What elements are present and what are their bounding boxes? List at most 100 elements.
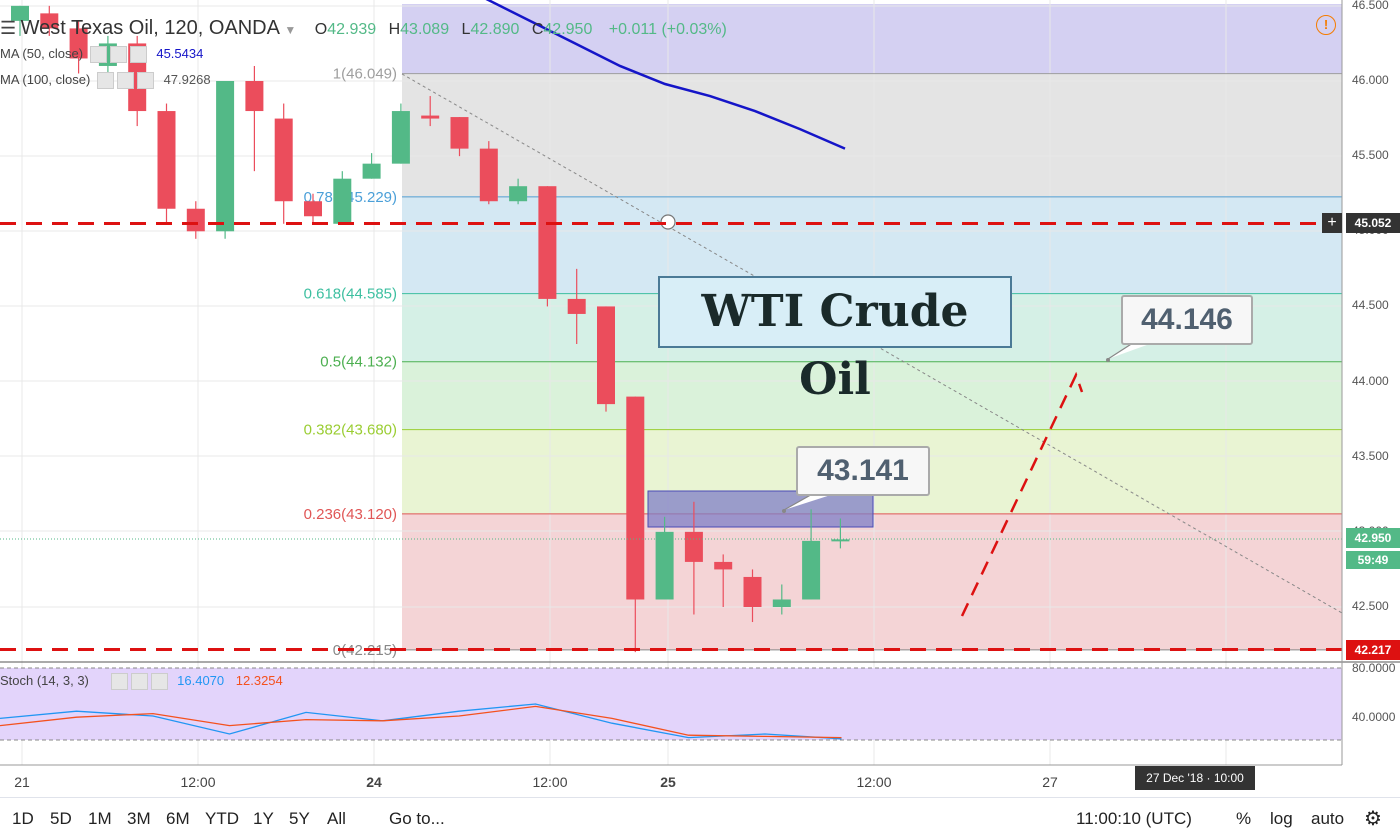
- fib-zone-0236-0: [402, 514, 1342, 650]
- projection-arrow[interactable]: [960, 371, 1084, 617]
- range-1d[interactable]: 1D: [12, 809, 34, 828]
- candle-body: [421, 115, 440, 119]
- callout-43141-text: 43.141: [817, 454, 909, 487]
- wti-title-text: WTI Crude Oil: [701, 286, 969, 405]
- alert-icon[interactable]: !: [1316, 15, 1336, 35]
- range-5y[interactable]: 5Y: [289, 809, 310, 828]
- range-all[interactable]: All: [327, 809, 346, 828]
- candle-body: [714, 561, 733, 570]
- price-axis-tick: 42.500: [1352, 599, 1389, 613]
- candle-body: [479, 148, 498, 202]
- callout-43141[interactable]: 43.141: [796, 446, 930, 496]
- range-ytd[interactable]: YTD: [205, 809, 239, 828]
- resistance-zone-box[interactable]: [647, 490, 874, 528]
- time-axis[interactable]: 21 12:00 24 12:00 25 12:00 27: [14, 774, 1058, 790]
- fib-zone-top: [402, 4, 1342, 74]
- settings-icon[interactable]: [110, 673, 128, 691]
- high-value: 43.089: [400, 21, 450, 38]
- time-axis-tick: 27: [1042, 774, 1058, 790]
- candle-body: [655, 531, 674, 600]
- candle-body: [772, 599, 791, 607]
- fib-label: 0.382(43.680): [304, 422, 397, 439]
- candle-body: [626, 396, 645, 600]
- price-axis-tick: 44.000: [1352, 373, 1389, 388]
- candle-body: [567, 298, 586, 314]
- stoch-k-line: [0, 703, 842, 740]
- bottom-toolbar: 1D 5D 1M 3M 6M YTD 1Y 5Y All Go to... 11…: [0, 797, 1400, 840]
- ma100-legend: MA (100, close) 47.9268: [0, 72, 211, 90]
- time-axis-tick: 21: [14, 774, 30, 790]
- countdown-tag: 59:49: [1346, 551, 1400, 569]
- candle-body: [245, 81, 264, 112]
- stoch-d-line: [0, 705, 842, 739]
- symbol-title[interactable]: West Texas Oil, 120, OANDA: [20, 17, 280, 39]
- stoch-label[interactable]: Stoch (14, 3, 3): [0, 673, 89, 688]
- fib-label: 0.618(44.585): [304, 286, 397, 303]
- auto-toggle[interactable]: auto: [1311, 809, 1345, 828]
- close-icon[interactable]: [136, 72, 154, 90]
- fib-zone-1-0786: [402, 74, 1342, 198]
- add-icon[interactable]: [116, 72, 134, 90]
- clock-display: 11:00:10 (UTC): [1076, 809, 1192, 828]
- menu-icon[interactable]: ☰: [0, 18, 17, 38]
- goto-button[interactable]: Go to...: [389, 809, 445, 828]
- settings-icon[interactable]: [96, 72, 114, 90]
- open-value: 42.939: [327, 21, 377, 38]
- stoch-axis-80: 80.0000: [1352, 661, 1396, 675]
- price-axis-tick: 46.000: [1352, 73, 1389, 87]
- percent-toggle[interactable]: %: [1236, 809, 1252, 828]
- candle-body: [11, 5, 29, 21]
- candle-body: [743, 576, 762, 607]
- time-cursor-text: 27 Dec '18 · 10:00: [1146, 771, 1244, 785]
- range-1y[interactable]: 1Y: [253, 809, 274, 828]
- candle-body: [274, 118, 293, 202]
- ma100-value: 47.9268: [163, 72, 211, 87]
- stoch-d-value: 12.3254: [235, 673, 283, 688]
- high-label: H: [388, 21, 401, 38]
- price-tag-last-text: 42.950: [1354, 531, 1392, 545]
- time-cursor-label: 27 Dec '18 · 10:00: [1135, 766, 1255, 790]
- callout-44146[interactable]: 44.146: [1121, 295, 1253, 345]
- price-tag-45052: 45.052: [1346, 213, 1400, 233]
- ma50-label[interactable]: MA (50, close): [0, 46, 84, 61]
- price-tag-42217-text: 42.217: [1354, 643, 1392, 657]
- ma100-label[interactable]: MA (100, close): [0, 72, 91, 87]
- chevron-down-icon[interactable]: ▼: [284, 23, 297, 37]
- low-value: 42.890: [470, 21, 520, 38]
- price-tag-42217: 42.217: [1346, 640, 1400, 660]
- settings-icon[interactable]: [89, 46, 107, 64]
- change-value: +0.011 (+0.03%): [608, 21, 727, 38]
- candle-body: [304, 201, 322, 217]
- callout-1-anchor: [782, 509, 786, 513]
- crosshair-plus-icon[interactable]: +: [1322, 213, 1342, 233]
- log-toggle[interactable]: log: [1270, 809, 1293, 828]
- candle-body: [362, 163, 381, 179]
- candle-body: [333, 178, 352, 224]
- stoch-band: [0, 668, 1342, 740]
- candle-body: [69, 28, 88, 59]
- candle-body: [216, 81, 235, 232]
- wti-title-box[interactable]: WTI Crude Oil: [658, 276, 1012, 405]
- time-axis-tick: 12:00: [856, 774, 891, 790]
- fib-lines: 1(46.049)0.786(45.229)0.618(44.585)0.5(4…: [304, 66, 1342, 659]
- price-axis-tick: 43.500: [1352, 448, 1389, 463]
- range-3m[interactable]: 3M: [127, 809, 151, 828]
- add-icon[interactable]: [109, 46, 127, 64]
- gear-icon[interactable]: ⚙: [1364, 808, 1382, 830]
- price-axis-tick: 46.500: [1352, 0, 1389, 12]
- close-icon[interactable]: [129, 46, 147, 64]
- stoch-legend: Stoch (14, 3, 3) 16.4070 12.3254: [0, 673, 283, 691]
- close-icon[interactable]: [150, 673, 168, 691]
- time-axis-tick: 12:00: [532, 774, 567, 790]
- range-5d[interactable]: 5D: [50, 809, 72, 828]
- range-1m[interactable]: 1M: [88, 809, 112, 828]
- add-icon[interactable]: [130, 673, 148, 691]
- header-legend: ☰ West Texas Oil, 120, OANDA ▼ O42.939 H…: [0, 17, 727, 40]
- candle-body: [831, 539, 850, 542]
- range-6m[interactable]: 6M: [166, 809, 190, 828]
- candle-body: [391, 111, 410, 164]
- time-axis-tick: 12:00: [180, 774, 215, 790]
- candle-body: [597, 306, 615, 405]
- callout-2-anchor: [1106, 358, 1110, 362]
- fib-label: 1(46.049): [333, 66, 397, 83]
